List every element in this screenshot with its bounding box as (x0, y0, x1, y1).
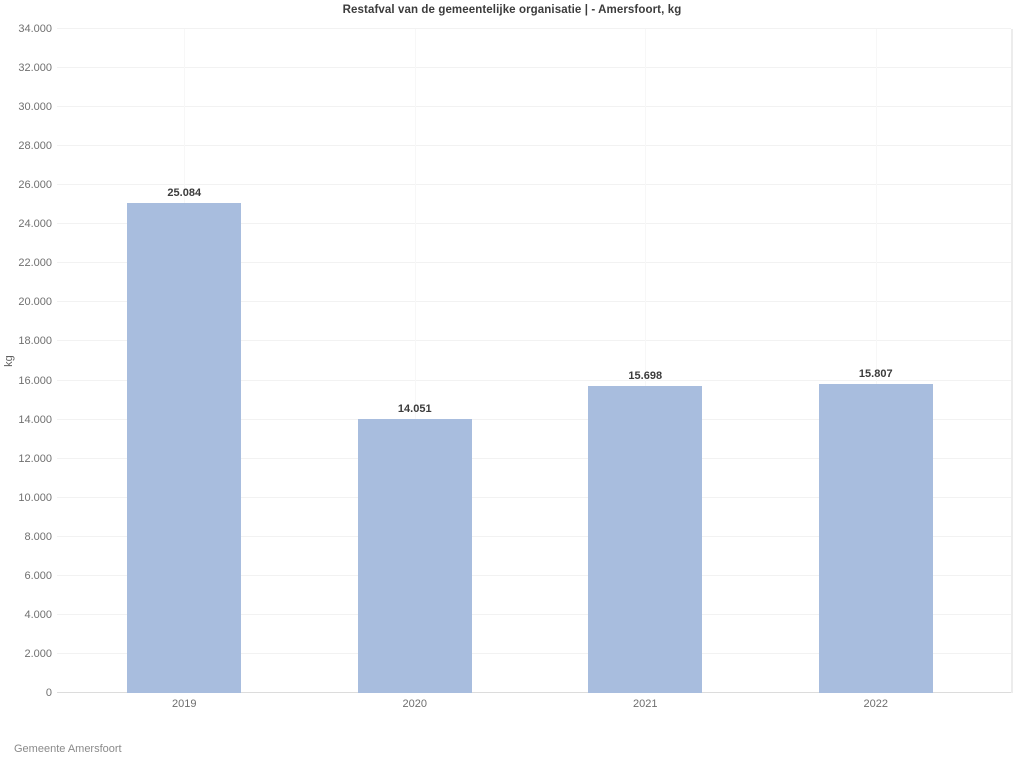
bar-2019: 25.084 (127, 187, 242, 693)
h-gridline (57, 652, 1011, 654)
h-gridline (57, 457, 1011, 459)
h-gridline (57, 379, 1011, 381)
y-tick-label: 12.000 (18, 452, 52, 465)
y-tick-label: 28.000 (18, 140, 52, 153)
category-column: 15.807 (761, 29, 992, 693)
y-tick-label: 10.000 (18, 491, 52, 504)
h-gridline (57, 106, 1011, 108)
y-tick-label: 6.000 (24, 569, 52, 582)
y-tick-label: 30.000 (18, 101, 52, 114)
h-gridline (57, 184, 1011, 186)
x-tick-label: 2022 (863, 698, 888, 710)
bar-value-label: 14.051 (397, 402, 432, 415)
v-gridline (875, 29, 877, 693)
y-axis: 0 2.000 4.000 6.000 8.000 10.000 12.000 14.000 1… (0, 23, 52, 699)
y-tick-label: 18.000 (18, 335, 52, 348)
bar-2021: 15.698 (588, 370, 703, 693)
h-gridline (57, 340, 1011, 342)
bar-2022: 15.807 (818, 368, 933, 693)
y-tick-label: 20.000 (18, 296, 52, 309)
y-tick-label: 4.000 (24, 608, 52, 621)
y-tick-label: 16.000 (18, 374, 52, 387)
source-caption: Gemeente Amersfoort (14, 743, 122, 755)
x-tick-label: 2021 (633, 698, 658, 710)
h-gridline (57, 262, 1011, 264)
category-column: 14.051 (300, 29, 531, 693)
y-tick-label: 26.000 (18, 179, 52, 192)
chart-title: Restafval van de gemeentelijke organisat… (342, 4, 682, 16)
h-gridline (57, 574, 1011, 576)
x-tick-label: 2019 (172, 698, 197, 710)
h-gridline (57, 535, 1011, 537)
h-gridline (57, 145, 1011, 147)
v-gridline (414, 29, 416, 693)
h-gridline (57, 28, 1011, 29)
bar-value-label: 25.084 (167, 187, 202, 200)
y-tick-label: 22.000 (18, 257, 52, 270)
y-tick-label: 8.000 (24, 530, 52, 543)
y-tick-label: 24.000 (18, 218, 52, 231)
h-gridline (57, 613, 1011, 615)
h-gridline (57, 496, 1011, 498)
y-tick-label: 2.000 (24, 647, 52, 660)
bar-value-label: 15.807 (858, 368, 893, 381)
h-gridline (57, 223, 1011, 225)
x-axis-line (57, 692, 1011, 693)
y-tick-label: 34.000 (18, 23, 52, 35)
y-tick-label: 14.000 (18, 413, 52, 426)
h-gridline (57, 67, 1011, 69)
category-column: 25.084 (69, 29, 300, 693)
y-tick-label: 32.000 (18, 62, 52, 75)
y-tick-label: 0 (45, 687, 52, 699)
x-tick-label: 2020 (402, 698, 427, 710)
category-band: 25.084 14.051 15.698 15.807 (69, 29, 991, 693)
plot-area: 25.084 14.051 15.698 15.807 (57, 28, 1013, 693)
h-gridline (57, 301, 1011, 303)
bar-value-label: 15.698 (628, 370, 663, 383)
v-gridline (645, 29, 647, 693)
x-axis: 2019 2020 2021 2022 (69, 698, 991, 714)
h-gridline (57, 418, 1011, 420)
category-column: 15.698 (530, 29, 761, 693)
bar-2020: 14.051 (357, 403, 472, 693)
